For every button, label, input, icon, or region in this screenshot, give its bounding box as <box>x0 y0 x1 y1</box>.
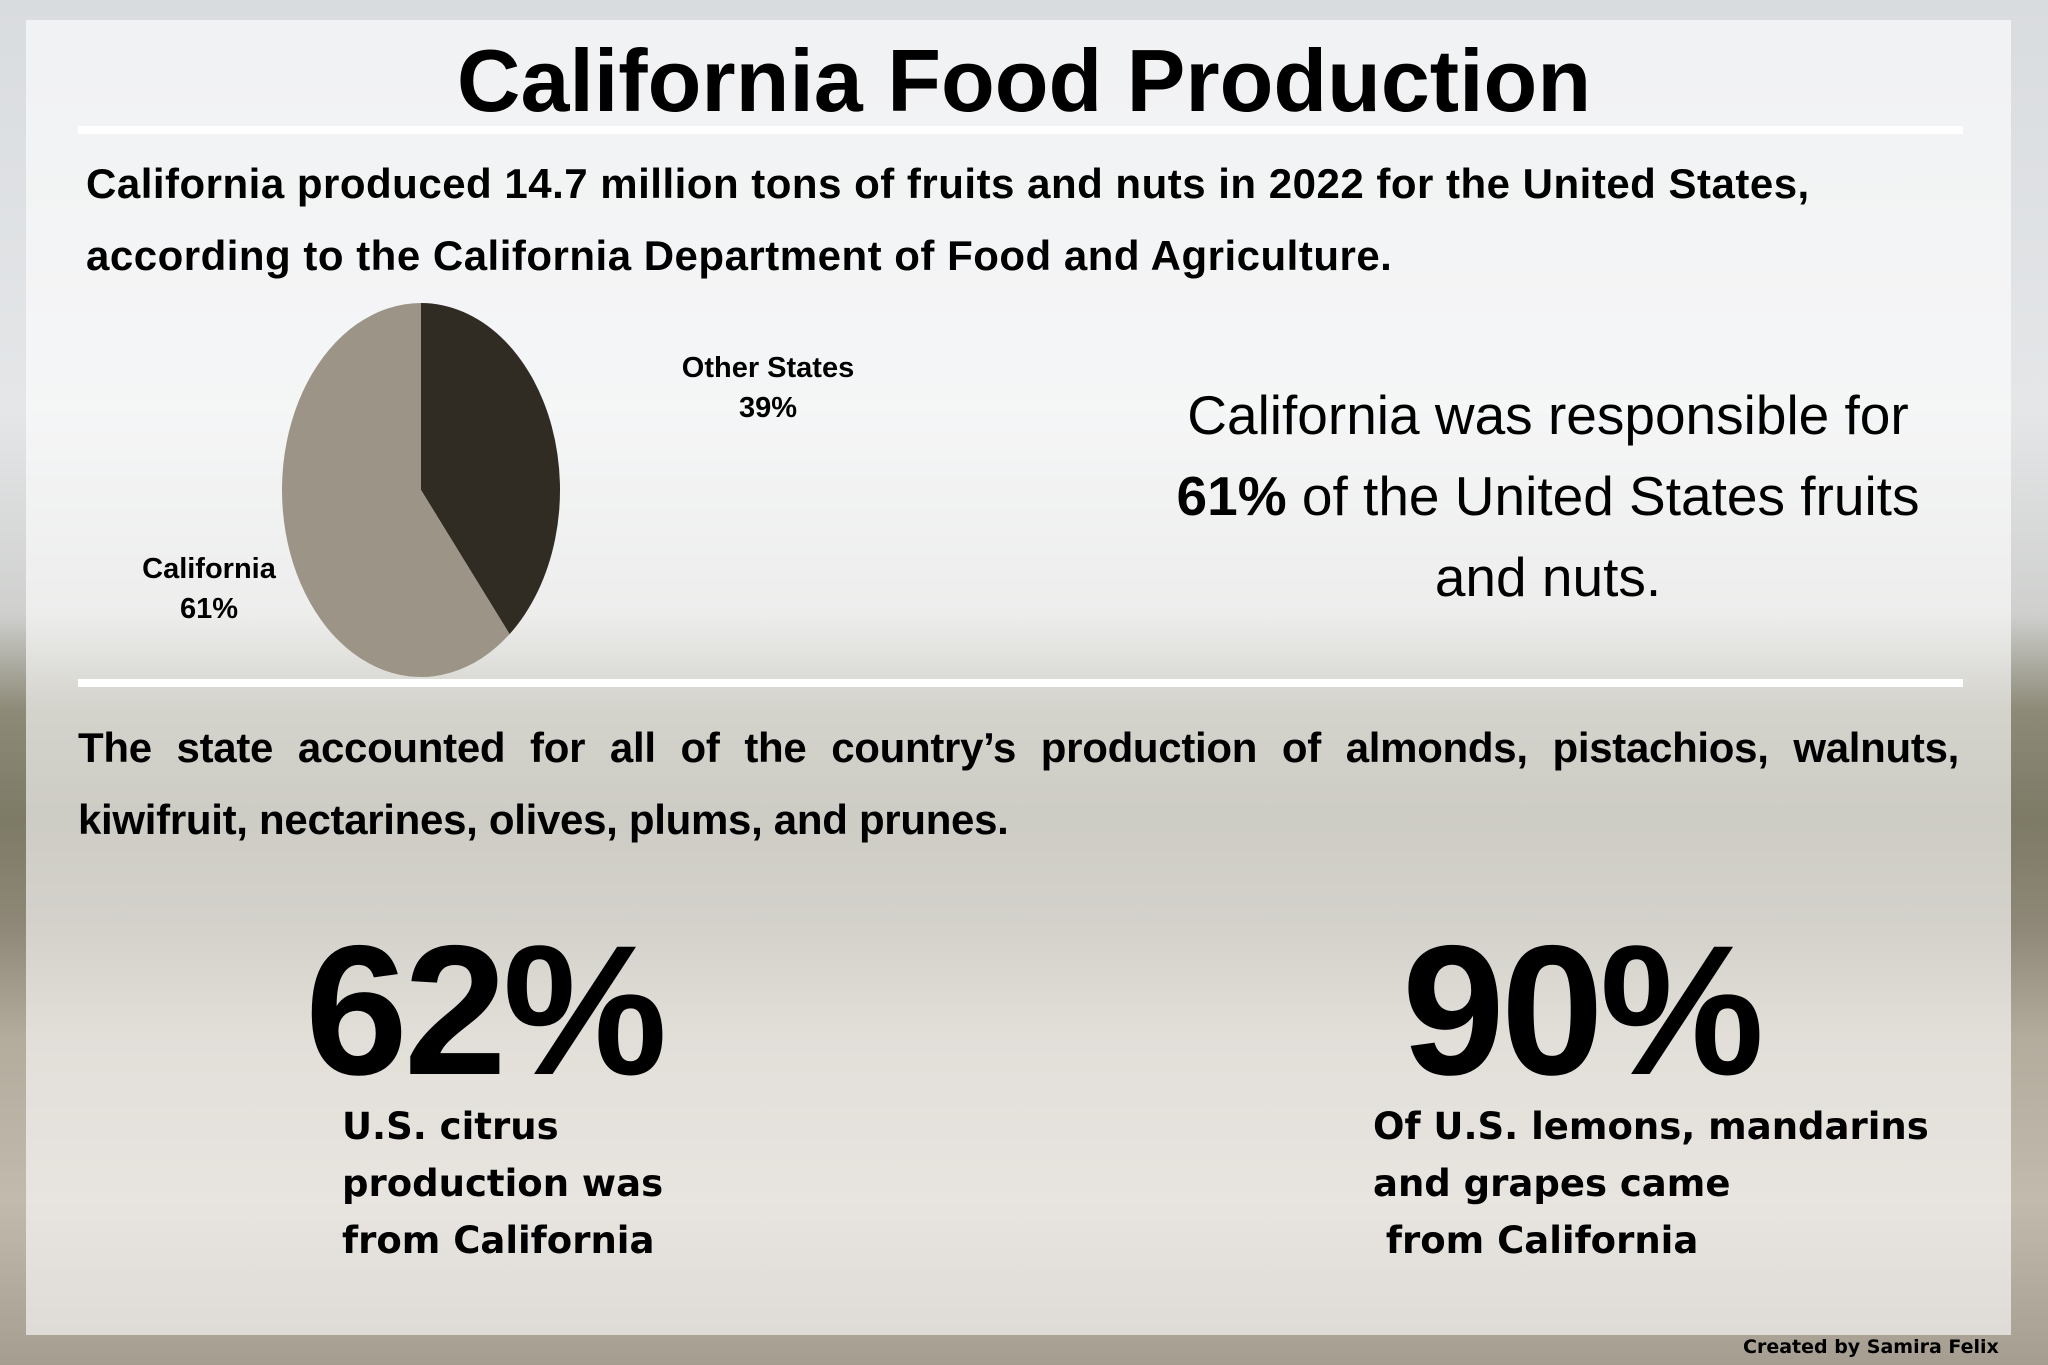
production-paragraph: The state accounted for all of the count… <box>78 724 1959 843</box>
pie-label-california: California 61% <box>99 549 319 629</box>
credit-text: Created by Samira Felix <box>1743 1336 1999 1358</box>
content-panel <box>26 20 2011 1335</box>
pie-slice-other-states <box>421 303 561 635</box>
pie-label-value: 39% <box>738 392 798 424</box>
statement-text: of the United States fruits and nuts. <box>1286 465 1920 608</box>
title-divider <box>78 126 1963 134</box>
statement-text: California was responsible for <box>1187 384 1909 446</box>
responsibility-statement: California was responsible for 61% of th… <box>1140 375 1956 618</box>
subtitle: California produced 14.7 million tons of… <box>86 160 1810 279</box>
pie-label-other-states: Other States 39% <box>648 348 888 428</box>
pie-label-text: Other States <box>681 352 855 384</box>
pie-slice-california <box>282 303 510 677</box>
stat-value-citrus: 62% <box>305 908 667 1114</box>
statement-highlight: 61% <box>1176 465 1287 527</box>
page-title: California Food Production <box>456 31 1592 130</box>
stat-caption-lemons: Of U.S. lemons, mandarins and grapes cam… <box>1373 1105 1929 1262</box>
pie-label-text: California <box>142 553 276 585</box>
pie-label-value: 61% <box>179 593 239 625</box>
stat-value-lemons: 90% <box>1402 908 1764 1114</box>
section-divider <box>78 679 1963 687</box>
stat-caption-citrus: U.S. citrus production was from Californ… <box>342 1105 664 1262</box>
